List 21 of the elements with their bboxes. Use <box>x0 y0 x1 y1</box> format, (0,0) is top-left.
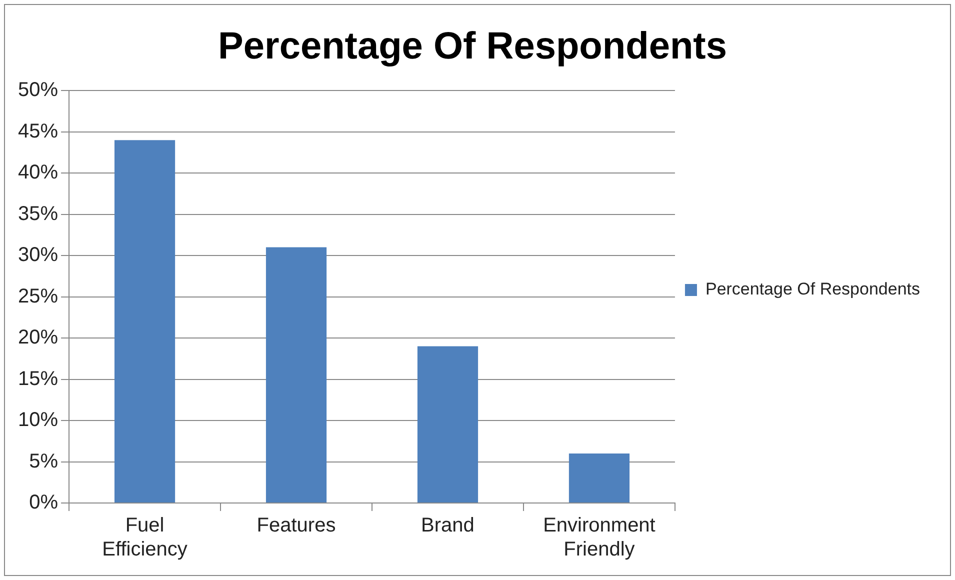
y-tick-label: 20% <box>18 326 58 349</box>
y-tick-label: 0% <box>29 492 58 514</box>
x-tick-label: Features <box>256 514 336 537</box>
y-tick-label: 35% <box>18 202 58 225</box>
chart-title: Percentage Of Respondents <box>218 25 727 68</box>
legend-label: Percentage Of Respondents <box>705 280 920 299</box>
x-tick-label: Brand <box>421 514 474 537</box>
y-tick-label: 25% <box>18 285 58 308</box>
y-tick-label: 10% <box>18 409 58 432</box>
bar <box>266 247 327 502</box>
y-tick-label: 30% <box>18 244 58 266</box>
bar <box>114 140 176 502</box>
y-tick-label: 45% <box>18 120 58 142</box>
bar <box>417 346 478 502</box>
bar <box>568 454 630 502</box>
x-tick-label: Environment Friendly <box>543 514 656 561</box>
y-tick-label: 5% <box>29 450 58 472</box>
x-tick-label: Fuel Efficiency <box>102 514 188 561</box>
y-tick-label: 50% <box>18 79 58 102</box>
y-tick-label: 15% <box>18 368 58 390</box>
y-tick-label: 40% <box>18 162 58 184</box>
